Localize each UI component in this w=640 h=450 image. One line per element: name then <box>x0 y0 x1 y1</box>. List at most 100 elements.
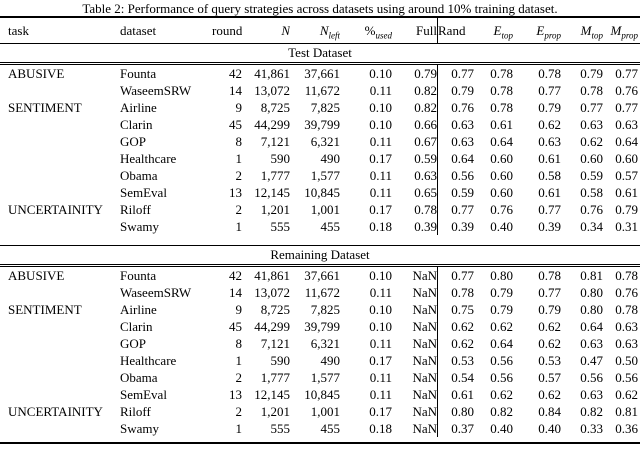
cell-dataset: Healthcare <box>120 151 177 166</box>
cell-task <box>8 284 120 301</box>
cell-n: 8,725 <box>260 302 290 317</box>
cell-round: 14 <box>229 285 242 300</box>
cell-full: 0.59 <box>414 151 437 166</box>
cell-m-prop: 0.79 <box>615 202 638 217</box>
cell-pct-used: 0.17 <box>369 353 392 368</box>
cell-n-left: 1,577 <box>310 168 340 183</box>
section-label-test-dataset: Test Dataset <box>288 45 352 60</box>
cell-n-left: 1,001 <box>310 202 340 217</box>
cell-task <box>8 318 120 335</box>
cell-e-top: 0.62 <box>490 387 513 402</box>
cell-e-top: 0.76 <box>490 202 513 217</box>
cell-task: UNCERTAINITY <box>8 404 103 419</box>
cell-pct-used: 0.11 <box>369 185 392 200</box>
cell-e-prop: 0.62 <box>538 336 561 351</box>
col-header-rand: Rand <box>437 18 474 43</box>
cell-m-prop: 0.62 <box>615 387 638 402</box>
cell-m-top: 0.79 <box>580 66 603 81</box>
cell-pct-used: 0.17 <box>369 151 392 166</box>
col-header-m-prop: Mprop <box>610 23 638 41</box>
cell-n-left: 11,672 <box>304 83 340 98</box>
cell-n: 1,777 <box>260 168 290 183</box>
cell-round: 2 <box>235 404 243 419</box>
cell-task <box>8 133 120 150</box>
cell-e-prop: 0.77 <box>538 83 561 98</box>
cell-n: 1,777 <box>260 370 290 385</box>
cell-e-prop: 0.78 <box>538 66 561 81</box>
cell-rand: 0.76 <box>437 99 474 116</box>
cell-e-prop: 0.78 <box>538 268 561 283</box>
table-row: GOP 8 7,121 6,321 0.11 0.67 0.63 0.64 0.… <box>0 133 640 150</box>
table-row: Clarin 45 44,299 39,799 0.10 0.66 0.63 0… <box>0 116 640 133</box>
cell-e-prop: 0.84 <box>538 404 561 419</box>
cell-e-prop: 0.57 <box>538 370 561 385</box>
cell-m-prop: 0.63 <box>615 117 638 132</box>
cell-e-top: 0.79 <box>490 302 513 317</box>
cell-rand: 0.56 <box>437 167 474 184</box>
cell-pct-used: 0.11 <box>369 83 392 98</box>
cell-n: 7,121 <box>260 336 290 351</box>
cell-n: 13,072 <box>254 285 290 300</box>
cell-e-prop: 0.40 <box>538 421 561 436</box>
cell-e-top: 0.60 <box>490 151 513 166</box>
cell-e-prop: 0.39 <box>538 219 561 234</box>
cell-full: 0.78 <box>414 202 437 217</box>
cell-dataset: Healthcare <box>120 353 177 368</box>
cell-rand: 0.37 <box>437 420 474 437</box>
cell-n: 1,201 <box>260 202 290 217</box>
cell-m-prop: 0.64 <box>615 134 638 149</box>
cell-e-prop: 0.79 <box>538 302 561 317</box>
cell-e-top: 0.82 <box>490 404 513 419</box>
cell-m-top: 0.77 <box>580 100 603 115</box>
cell-e-top: 0.40 <box>490 421 513 436</box>
cell-m-prop: 0.76 <box>615 83 638 98</box>
table-row: WaseemSRW 14 13,072 11,672 0.11 0.82 0.7… <box>0 82 640 99</box>
cell-pct-used: 0.11 <box>369 370 392 385</box>
cell-round: 42 <box>229 268 242 283</box>
cell-m-top: 0.76 <box>580 202 603 217</box>
cell-m-top: 0.63 <box>580 336 603 351</box>
cell-m-top: 0.33 <box>580 421 603 436</box>
cell-dataset: SemEval <box>120 387 167 402</box>
cell-pct-used: 0.10 <box>369 100 392 115</box>
cell-task <box>8 335 120 352</box>
remaining-dataset-rows: ABUSIVE Founta 42 41,861 37,661 0.10 NaN… <box>0 267 640 437</box>
cell-task <box>8 352 120 369</box>
cell-round: 1 <box>235 353 243 368</box>
cell-full: NaN <box>412 302 437 317</box>
cell-round: 13 <box>229 185 242 200</box>
cell-task: UNCERTAINITY <box>8 202 103 217</box>
cell-n-left: 6,321 <box>310 336 340 351</box>
table-caption: Table 2: Performance of query strategies… <box>82 1 558 16</box>
cell-rand: 0.63 <box>437 116 474 133</box>
cell-rand: 0.75 <box>437 301 474 318</box>
cell-full: NaN <box>412 285 437 300</box>
cell-round: 1 <box>235 421 243 436</box>
cell-dataset: Founta <box>120 66 157 81</box>
cell-task <box>8 420 120 437</box>
cell-n: 555 <box>270 421 291 436</box>
cell-rand: 0.79 <box>437 82 474 99</box>
cell-e-top: 0.79 <box>490 285 513 300</box>
cell-m-top: 0.34 <box>580 219 603 234</box>
cell-n: 1,201 <box>260 404 290 419</box>
cell-e-top: 0.61 <box>490 117 513 132</box>
cell-task <box>8 82 120 99</box>
cell-n-left: 455 <box>320 421 341 436</box>
cell-task <box>8 218 120 235</box>
cell-m-top: 0.80 <box>580 302 603 317</box>
cell-dataset: Riloff <box>120 404 151 419</box>
cell-pct-used: 0.11 <box>369 336 392 351</box>
cell-m-top: 0.64 <box>580 319 603 334</box>
cell-task: SENTIMENT <box>8 302 82 317</box>
cell-rand: 0.62 <box>437 318 474 335</box>
cell-n-left: 39,799 <box>304 117 340 132</box>
cell-n-left: 10,845 <box>304 387 340 402</box>
table-row: Healthcare 1 590 490 0.17 NaN 0.53 0.56 … <box>0 352 640 369</box>
cell-dataset: Obama <box>120 168 158 183</box>
cell-dataset: Riloff <box>120 202 151 217</box>
cell-pct-used: 0.10 <box>369 302 392 317</box>
cell-e-prop: 0.62 <box>538 387 561 402</box>
cell-rand: 0.78 <box>437 284 474 301</box>
